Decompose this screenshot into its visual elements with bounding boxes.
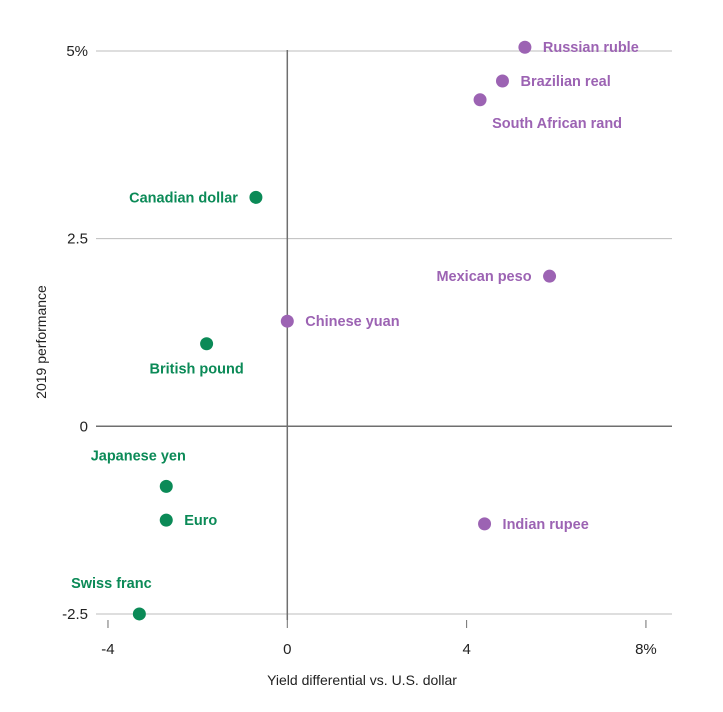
point-label: Japanese yen (91, 448, 186, 464)
point-label: Russian ruble (543, 40, 639, 56)
data-point (159, 479, 173, 493)
point-label: Chinese yuan (305, 314, 399, 330)
data-point (478, 517, 492, 531)
x-tick-label: 0 (283, 641, 291, 658)
data-point (159, 513, 173, 527)
point-label: South African rand (492, 116, 622, 132)
data-point (132, 607, 146, 621)
y-tick-label: 2.5 (67, 231, 88, 248)
point-label: Mexican peso (436, 269, 531, 285)
y-tick-label: 5% (66, 43, 88, 60)
x-tick-label: 4 (462, 641, 470, 658)
data-point (473, 93, 487, 107)
point-label: Indian rupee (503, 517, 589, 533)
point-label: British pound (149, 362, 243, 378)
x-axis-title: Yield differential vs. U.S. dollar (267, 672, 457, 688)
data-point (543, 269, 557, 283)
axis-layer: 5% 2.5 0 -2.5 -4 0 4 8% (62, 43, 657, 658)
point-label: Canadian dollar (129, 190, 238, 206)
x-tick-label: 8% (635, 641, 657, 658)
x-tick-label: -4 (101, 641, 114, 658)
data-point (495, 74, 509, 88)
data-point (249, 190, 263, 204)
data-point (280, 314, 294, 328)
grid-layer (96, 50, 672, 620)
points-layer (132, 40, 557, 621)
y-tick-label: -2.5 (62, 606, 88, 623)
point-label: Swiss franc (71, 576, 152, 592)
data-point (200, 337, 214, 351)
y-tick-label: 0 (80, 418, 88, 435)
data-point (518, 40, 532, 54)
labels-layer: Russian ruble Brazilian real South African… (71, 40, 639, 592)
point-label: Brazilian real (520, 74, 610, 90)
y-axis-title: 2019 performance (33, 285, 49, 399)
point-label: Euro (184, 513, 217, 529)
